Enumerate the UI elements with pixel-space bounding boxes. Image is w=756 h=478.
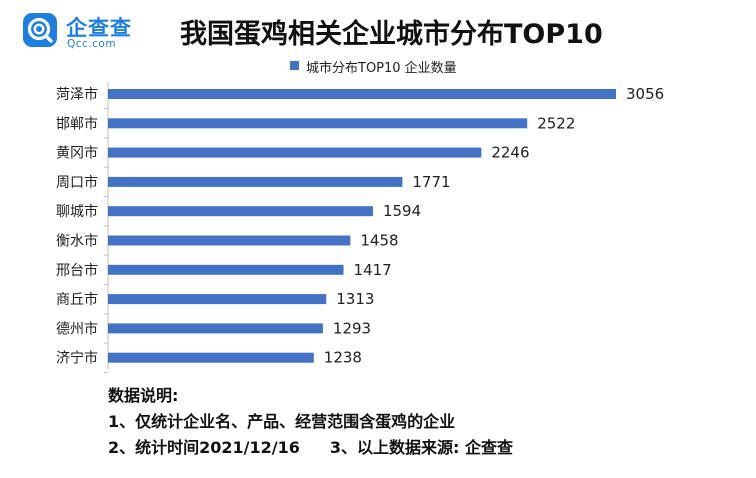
data-label: 1313: [336, 290, 374, 308]
bar: [108, 89, 616, 99]
category-label: 邢台市: [56, 262, 98, 279]
brand-logo: 企查查 Qcc.com: [22, 10, 150, 52]
brand-domain: Qcc.com: [67, 38, 117, 50]
category-label: 聊城市: [56, 203, 98, 220]
bar: [108, 235, 351, 246]
data-label: 3056: [626, 85, 664, 103]
category-label: 衡水市: [56, 233, 98, 250]
legend-swatch: [290, 61, 299, 70]
data-label: 1771: [412, 173, 450, 191]
data-label: 1238: [324, 349, 362, 367]
bar: [108, 176, 403, 187]
data-label: 1417: [354, 261, 392, 279]
bar: [108, 294, 327, 305]
category-label: 菏泽市: [56, 86, 98, 103]
notes-line-2a: 2、统计时间2021/12/16: [108, 438, 300, 457]
data-notes: 数据说明: 1、仅统计企业名、产品、经营范围含蛋鸡的企业 2、统计时间2021/…: [108, 383, 513, 461]
chart-title: 我国蛋鸡相关企业城市分布TOP10: [180, 19, 603, 50]
notes-line-2: 2、统计时间2021/12/16 3、以上数据来源: 企查查: [108, 435, 513, 461]
bar: [108, 147, 482, 158]
category-label: 邯郸市: [56, 115, 98, 132]
bar: [108, 323, 323, 334]
bar: [108, 118, 528, 129]
data-label: 2246: [491, 144, 529, 162]
brand-name: 企查查: [66, 16, 132, 40]
data-label: 1293: [333, 319, 371, 337]
bar: [108, 206, 373, 217]
category-label: 黄冈市: [56, 145, 98, 162]
bar: [108, 352, 314, 363]
data-label: 2522: [537, 114, 575, 132]
bar-chart: 菏泽市 3056 邯郸市 2522 黄冈市 2246 周口市 1771 聊城市 1594 衡水市 14…: [56, 82, 664, 373]
data-label: 1594: [383, 202, 421, 220]
category-label: 商丘市: [56, 291, 98, 308]
data-label: 1458: [360, 232, 398, 250]
category-label: 周口市: [56, 174, 98, 191]
legend-label: 城市分布TOP10 企业数量: [306, 61, 457, 76]
notes-heading: 数据说明:: [108, 386, 179, 405]
chart-legend: 城市分布TOP10 企业数量: [290, 57, 457, 76]
notes-line-2b: 3、以上数据来源: 企查查: [329, 438, 513, 457]
notes-line-1: 1、仅统计企业名、产品、经营范围含蛋鸡的企业: [108, 412, 456, 431]
qcc-logo-icon: [23, 13, 57, 47]
category-label: 济宁市: [56, 350, 98, 367]
category-label: 德州市: [56, 320, 98, 337]
bar: [108, 264, 344, 275]
